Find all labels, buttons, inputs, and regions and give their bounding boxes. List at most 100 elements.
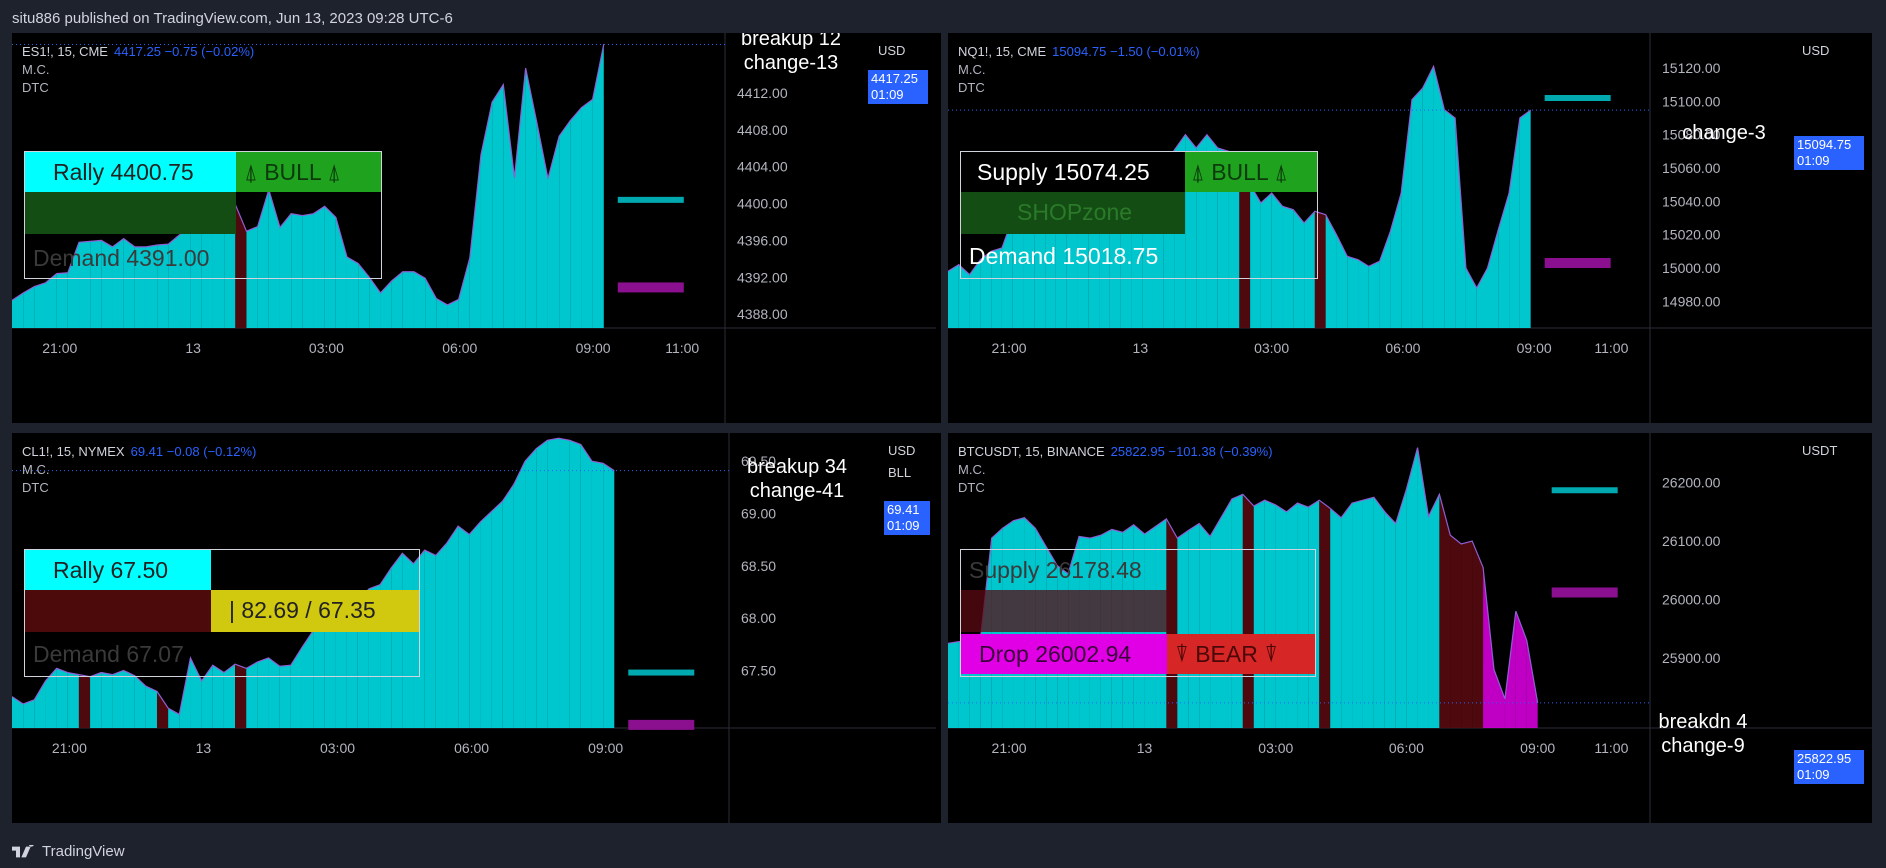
supply-cell: Supply 26178.48 (969, 557, 1142, 583)
bar-fill-cell (25, 590, 211, 632)
annotation-line-2: change-9 (1661, 735, 1745, 757)
y-tick-label: 67.50 (741, 662, 776, 678)
area-segment (1433, 66, 1445, 329)
area-segment (1304, 211, 1315, 328)
chart-panel-nq[interactable]: 14980.00 15000.00 15020.00 15040.00 15060.00… (948, 33, 1872, 423)
y-tick-label: 15020.00 (1662, 227, 1721, 243)
area-segment (67, 242, 79, 328)
symbol-name: BTCUSDT, 15, BINANCE (958, 444, 1105, 459)
bar-countdown: 01:09 (887, 518, 920, 533)
area-segment (413, 271, 426, 328)
demand-cell: Demand 4391.00 (33, 245, 210, 271)
chart-panel-btc[interactable]: 25900.00 26000.00 26100.00 26200.00 21:00 13 0… (948, 433, 1872, 823)
area-segment (446, 526, 459, 728)
y-tick-label: 4400.00 (737, 196, 788, 212)
area-segment (313, 622, 325, 728)
area-segment (980, 251, 992, 328)
area-segment (12, 292, 24, 328)
x-tick-label: 09:00 (588, 740, 623, 756)
last-price: 25822.95 (1797, 751, 1852, 766)
area-segment (948, 641, 959, 728)
y-tick-label: 4408.00 (737, 122, 788, 138)
area-segment (1250, 184, 1261, 328)
area-segment (145, 686, 157, 728)
area-segment (514, 68, 526, 328)
chart-panel-cl[interactable]: 67.50 68.00 68.50 69.00 69.50 21:00 13 03:00 06:… (12, 433, 941, 823)
area-segment (45, 668, 57, 728)
upper-target-marker (1551, 487, 1618, 494)
chart-canvas-es[interactable]: 4388.00 4392.00 4396.00 4400.00 4404.00 4408.… (12, 33, 941, 423)
rally-cell: Rally 4400.75 (25, 152, 236, 192)
area-segment (67, 672, 79, 728)
area-segment (447, 299, 459, 328)
area-segment (1330, 508, 1342, 728)
y-tick-label: 14980.00 (1662, 293, 1721, 309)
area-segment (23, 699, 35, 728)
y-tick-label: 15100.00 (1662, 93, 1721, 109)
area-segment (201, 665, 213, 728)
area-segment (980, 538, 992, 728)
area-segment (1166, 518, 1178, 728)
shopzone-cell: SHOPzone (961, 192, 1185, 234)
area-segment (592, 44, 604, 328)
y-tick-label: 26100.00 (1662, 533, 1721, 549)
y-tick-label: 15040.00 (1662, 193, 1721, 209)
x-tick-label: 11:00 (1594, 340, 1628, 356)
tradingview-logo-icon (12, 844, 34, 857)
area-segment (1476, 268, 1488, 328)
symbol-legend: CL1!, 15, NYMEX 69.41 −0.08 (−0.12%) M.C.… (22, 443, 256, 497)
last-price: 4417.25 (871, 71, 918, 86)
price-line (948, 447, 1539, 704)
indicator-mc: M.C. (958, 62, 986, 77)
area-segment (969, 259, 981, 328)
area-segment (1271, 193, 1283, 328)
area-segment (1282, 206, 1294, 328)
y-tick-label: 68.00 (741, 610, 776, 626)
area-segment (1358, 259, 1369, 328)
area-segment (179, 224, 191, 328)
x-tick-label: 21:00 (52, 740, 87, 756)
area-segment (246, 662, 258, 728)
x-tick-label: 09:00 (1517, 340, 1552, 356)
area-segment (34, 282, 46, 328)
demand-cell: Demand 67.07 (33, 641, 184, 667)
area-segment (1293, 209, 1305, 328)
area-segment (123, 238, 135, 328)
area-segment (469, 521, 481, 728)
breakup-annotation: breakup 34 change-41 (712, 455, 882, 503)
area-segment (991, 248, 1002, 328)
area-segment (1325, 214, 1337, 328)
bear-signal-cell: ⍒ BEAR ⍒ (1167, 634, 1315, 674)
area-segment (458, 257, 470, 328)
annotation-line-1: breakup 12 (740, 33, 842, 50)
area-segment (112, 238, 124, 328)
currency-label: USD (878, 43, 906, 58)
area-segment (101, 672, 113, 728)
area-segment (90, 672, 102, 728)
bar-countdown: 01:09 (1797, 153, 1830, 168)
chart-panel-es[interactable]: 4388.00 4392.00 4396.00 4400.00 4404.00 4408.… (12, 33, 941, 423)
x-tick-label: 06:00 (1389, 740, 1424, 756)
area-segment (469, 154, 481, 328)
area-segment (290, 647, 302, 728)
area-segment (424, 550, 436, 728)
area-segment (1368, 261, 1380, 328)
area-segment (90, 240, 102, 328)
area-segment (603, 463, 615, 728)
x-tick-label: 03:00 (1258, 740, 1293, 756)
area-segment (1395, 488, 1407, 728)
area-segment (246, 226, 258, 328)
area-segment (1461, 541, 1473, 728)
area-segment (268, 657, 280, 728)
area-segment (291, 213, 303, 328)
x-tick-label: 13 (185, 340, 201, 356)
x-tick-label: 03:00 (309, 340, 344, 356)
signal-box: Supply 26178.48 Drop 26002.94 ⍒ BEAR ⍒ (960, 549, 1316, 677)
signal-box: Supply 15074.25 ⍋ BULL ⍋ SHOPzone Demand… (960, 151, 1318, 279)
area-segment (157, 244, 169, 328)
bull-signal-cell: ⍋ BULL ⍋ (1185, 152, 1317, 192)
symbol-quote: 4417.25 −0.75 (−0.02%) (113, 44, 255, 59)
y-tick-label: 69.50 (741, 453, 776, 469)
y-tick-label: 4404.00 (737, 159, 788, 175)
area-segment (212, 665, 224, 728)
